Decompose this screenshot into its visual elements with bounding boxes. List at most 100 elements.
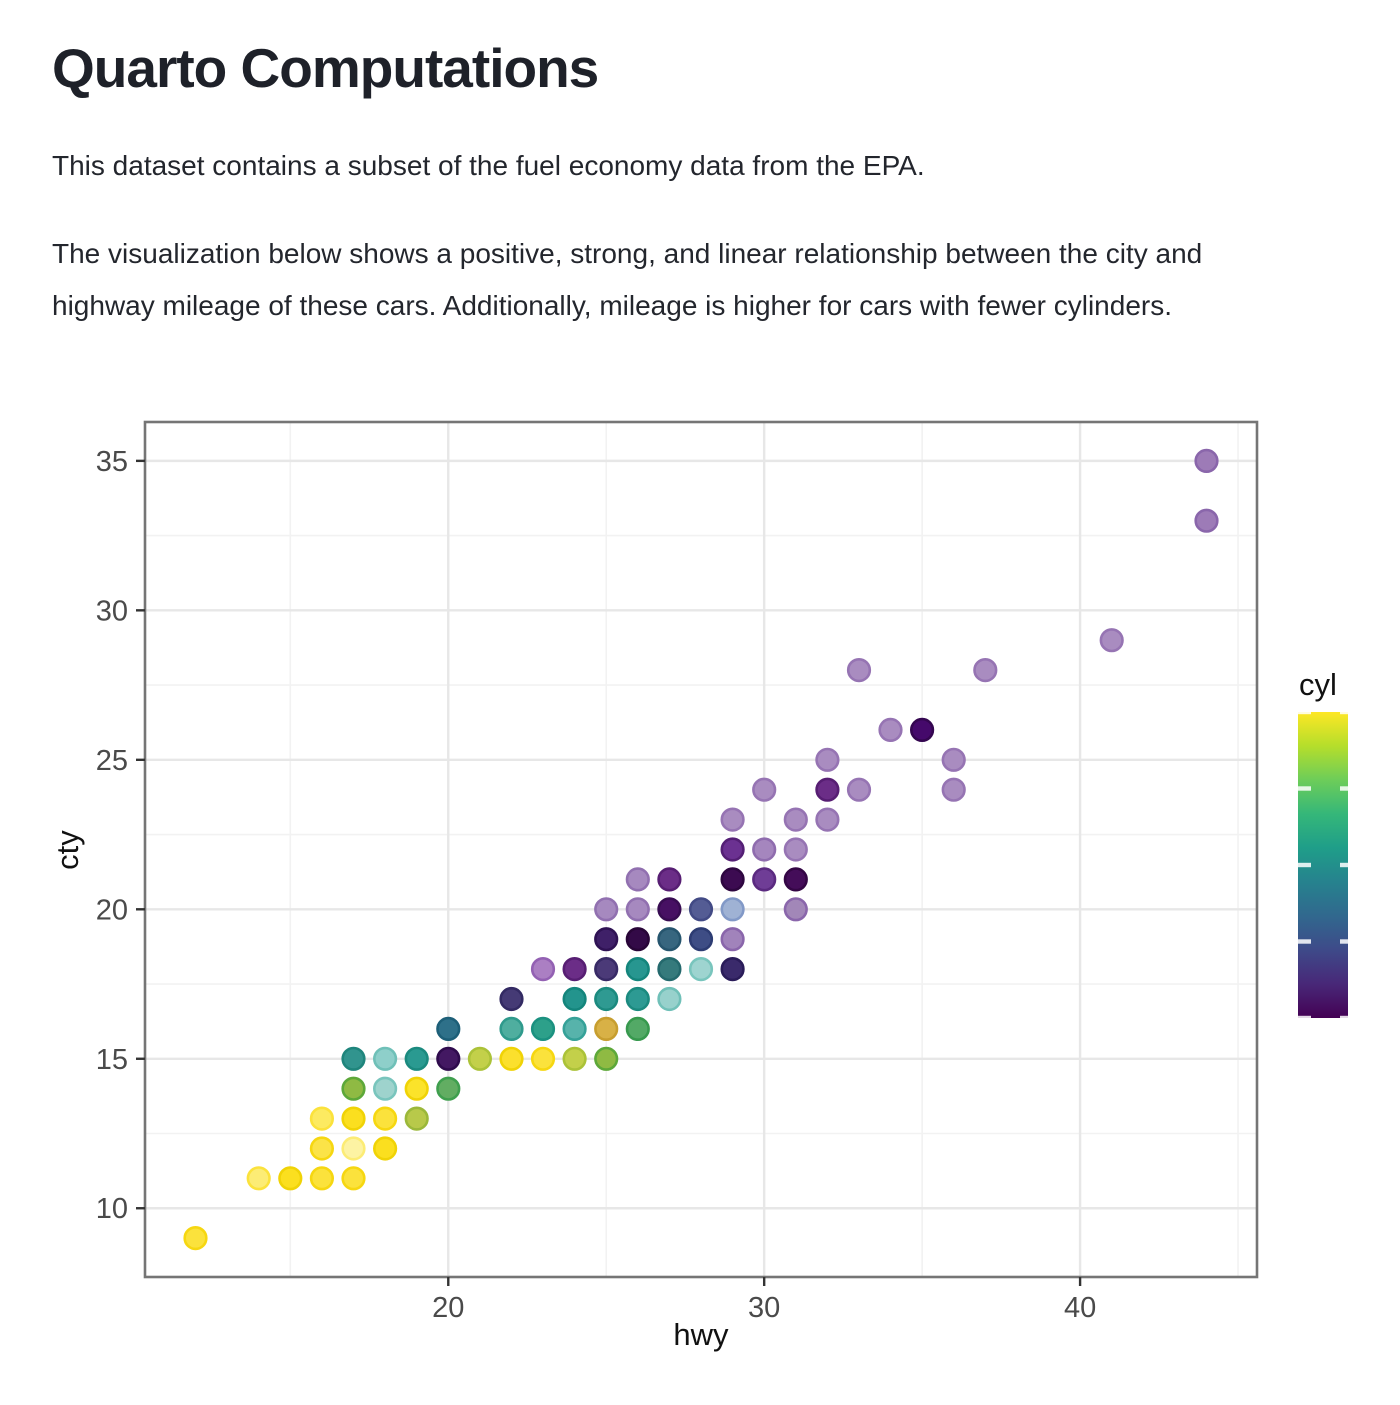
data-point	[720, 807, 745, 832]
data-point	[594, 956, 619, 982]
data-point	[562, 956, 587, 982]
data-point	[846, 658, 872, 683]
data-point	[783, 837, 808, 862]
data-point	[594, 986, 619, 1012]
data-point	[309, 1106, 335, 1131]
data-point	[815, 777, 840, 802]
data-point	[594, 927, 619, 952]
data-point	[752, 867, 777, 892]
y-tick-label: 15	[96, 1044, 128, 1076]
data-point	[720, 927, 745, 952]
data-point	[436, 1016, 461, 1042]
data-point	[1194, 508, 1219, 533]
plot-panel	[145, 422, 1257, 1277]
data-point	[530, 956, 556, 982]
data-point	[625, 897, 650, 922]
data-point	[625, 956, 650, 982]
data-point	[183, 1225, 208, 1251]
axis-tick-labels: 20 30 40 10 15 20 25 30 35	[96, 446, 1096, 1324]
data-point	[973, 658, 998, 683]
intro-paragraph: This dataset contains a subset of the fu…	[52, 150, 925, 181]
data-point	[1194, 448, 1219, 474]
colorbar-tick	[1340, 1015, 1348, 1021]
data-point	[341, 1046, 366, 1071]
data-point	[530, 1016, 556, 1042]
data-point	[562, 1046, 587, 1071]
data-point	[373, 1076, 398, 1101]
data-point	[594, 1016, 619, 1042]
y-tick-label: 30	[96, 595, 128, 627]
data-point	[341, 1166, 366, 1191]
data-point	[783, 867, 808, 892]
colorbar-tick	[1298, 786, 1311, 791]
y-axis-title: cty	[50, 830, 85, 870]
data-point	[436, 1076, 461, 1101]
data-point	[783, 807, 808, 832]
data-point	[467, 1046, 493, 1071]
data-point	[436, 1046, 461, 1071]
data-point	[625, 927, 650, 952]
data-point	[309, 1166, 335, 1191]
y-tick-label: 20	[96, 894, 128, 926]
data-point	[309, 1136, 335, 1161]
data-point	[499, 1046, 524, 1071]
x-axis-title: hwy	[673, 1317, 729, 1352]
colorbar-tick	[1340, 862, 1348, 868]
colorbar-tick	[1340, 939, 1348, 944]
minor-gridlines	[145, 422, 1257, 1277]
data-point	[404, 1046, 429, 1071]
colorbar-tick	[1298, 709, 1311, 715]
data-point	[341, 1076, 366, 1101]
data-point	[499, 1016, 524, 1042]
data-point	[657, 927, 682, 952]
data-point	[562, 1016, 587, 1042]
scatter-plot-figure: 20 30 40 10 15 20 25 30 35 hwy cty cyl	[0, 405, 1400, 1400]
mpg-scatter-plot: 20 30 40 10 15 20 25 30 35 hwy cty cyl	[50, 420, 1348, 1352]
data-point	[341, 1106, 366, 1131]
data-point	[625, 986, 650, 1012]
data-point	[720, 837, 745, 862]
colorbar-tick	[1298, 939, 1311, 944]
data-point	[720, 867, 745, 892]
legend-title: cyl	[1299, 667, 1337, 702]
data-point	[594, 1046, 619, 1071]
data-point	[1099, 628, 1124, 653]
data-point	[404, 1106, 429, 1131]
data-point	[688, 956, 714, 982]
data-point	[783, 897, 808, 922]
data-point	[815, 747, 840, 772]
data-point	[373, 1136, 398, 1161]
colorbar-tick	[1298, 862, 1311, 868]
data-point	[688, 897, 714, 922]
data-point	[878, 717, 903, 743]
data-point	[846, 777, 872, 802]
y-tick-label: 35	[96, 446, 128, 478]
data-point	[657, 956, 682, 982]
y-tick-label: 25	[96, 745, 128, 777]
data-point	[341, 1136, 366, 1161]
data-point	[688, 927, 714, 952]
data-point	[941, 777, 966, 802]
x-tick-label: 40	[1064, 1292, 1096, 1324]
data-point	[594, 897, 619, 922]
data-point	[625, 1016, 650, 1042]
data-point	[246, 1166, 271, 1191]
data-point	[499, 986, 524, 1012]
data-point	[657, 986, 682, 1012]
colorbar-tick	[1340, 709, 1348, 715]
data-point	[720, 956, 745, 982]
data-point	[657, 897, 682, 922]
page-title: Quarto Computations	[52, 37, 599, 99]
data-point	[909, 717, 935, 743]
panel-border	[143, 420, 1259, 1279]
data-point	[404, 1076, 429, 1101]
x-tick-label: 20	[432, 1292, 464, 1324]
colorbar-tick	[1298, 1015, 1311, 1021]
x-tick-label: 30	[748, 1292, 780, 1324]
data-point	[373, 1106, 398, 1131]
data-point	[625, 867, 650, 892]
data-point	[752, 837, 777, 862]
analysis-paragraph: The visualization below shows a positive…	[52, 238, 1203, 321]
colorbar-ticks	[1298, 709, 1348, 1021]
y-tick-label: 10	[96, 1193, 128, 1225]
